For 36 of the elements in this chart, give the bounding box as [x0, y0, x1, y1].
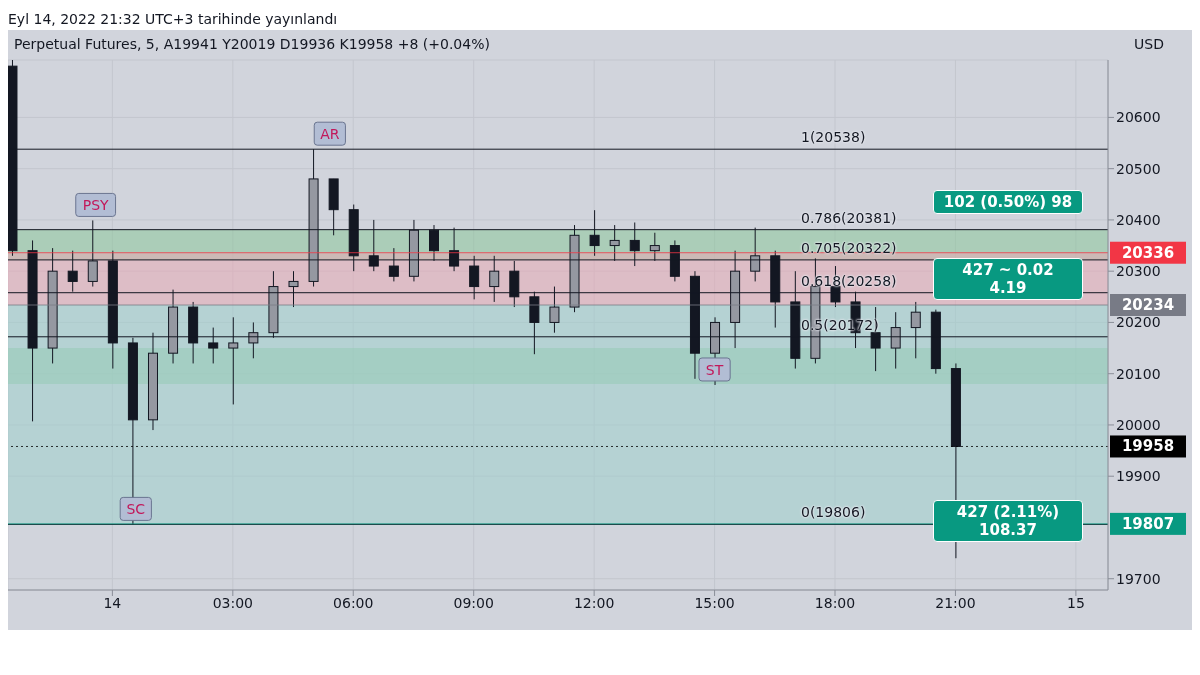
y-axis-title: USD: [1134, 36, 1164, 52]
callout-box: 427 ~ 0.02 4.19: [933, 258, 1083, 300]
x-tick-label: 21:00: [935, 594, 976, 611]
x-tick-label: 18:00: [814, 594, 856, 611]
ref-line-label: 20234: [1121, 296, 1175, 315]
x-tick-label: 06:00: [333, 594, 374, 611]
y-tick-label: 20600: [1116, 109, 1161, 126]
annotation: SC: [126, 501, 146, 518]
annotation: PSY: [82, 197, 110, 214]
ref-line-label: 19958: [1121, 437, 1175, 456]
annotation: AR: [320, 126, 340, 143]
callout-box: 102 (0.50%) 98: [933, 190, 1083, 214]
ref-line-label: 20336: [1121, 243, 1175, 262]
y-tick-label: 20000: [1116, 416, 1161, 433]
annotation: ST: [705, 361, 724, 378]
ref-line-label: 0.705(20322): [800, 239, 898, 257]
x-tick-label: 12:00: [573, 594, 615, 611]
x-tick-label: 15:00: [694, 594, 735, 611]
ref-line-label: 19807: [1121, 514, 1175, 533]
y-tick-label: 20100: [1116, 365, 1161, 382]
callout-box: 427 (2.11%) 108.37: [933, 500, 1083, 542]
y-tick-label: 19700: [1116, 570, 1161, 587]
ref-line-label: 1(20538): [800, 129, 867, 147]
y-tick-label: 20200: [1116, 314, 1161, 331]
x-tick-label: 03:00: [212, 594, 253, 611]
chart-subtitle: Eyl 14, 2022 21:32 UTC+3 tarihinde yayınlandı: [8, 10, 339, 29]
y-tick-label: 20300: [1116, 263, 1161, 280]
x-tick-label: 14: [103, 594, 122, 611]
y-tick-label: 20500: [1116, 160, 1161, 177]
chart-title: Perpetual Futures, 5, A19941 Y20019 D19936 K19958 +8 (+0.04%): [14, 36, 490, 52]
y-tick-label: 20400: [1116, 211, 1161, 228]
ref-line-label: 0.786(20381): [800, 209, 898, 227]
x-tick-label: 09:00: [453, 594, 494, 611]
y-tick-label: 19900: [1116, 468, 1161, 485]
ref-line-label: 0(19806): [800, 504, 867, 522]
x-tick-label: 15: [1066, 594, 1085, 611]
